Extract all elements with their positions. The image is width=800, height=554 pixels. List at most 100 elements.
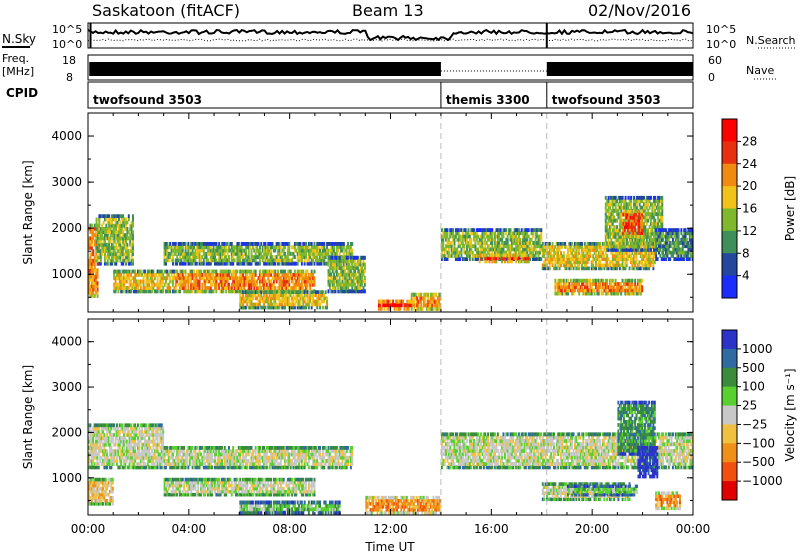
heatmap-cell	[116, 223, 119, 228]
heatmap-cell	[254, 251, 257, 256]
heatmap-cell	[417, 292, 420, 297]
heatmap-cell	[226, 279, 229, 284]
heatmap-cell	[684, 228, 687, 232]
heatmap-cell	[358, 289, 361, 294]
heatmap-cell	[475, 237, 478, 242]
heatmap-cell	[359, 282, 362, 287]
heatmap-cell	[338, 255, 341, 260]
heatmap-cell	[335, 272, 338, 277]
heatmap-cell	[348, 265, 351, 270]
heatmap-cell	[457, 231, 460, 236]
heatmap-cell	[477, 250, 480, 255]
heatmap-cell	[379, 306, 382, 311]
heatmap-cell	[275, 279, 278, 284]
heatmap-cell	[471, 254, 474, 258]
heatmap-cell	[355, 255, 358, 260]
heatmap-cell	[267, 290, 270, 294]
heatmap-cell	[679, 241, 681, 245]
heatmap-cell	[321, 258, 324, 263]
heatmap-cell	[604, 251, 607, 255]
heatmap-cell	[270, 299, 273, 304]
heatmap-cell	[96, 223, 99, 228]
heatmap-cell	[649, 254, 652, 258]
heatmap-cell	[281, 305, 284, 310]
heatmap-cell	[464, 250, 467, 255]
heatmap-cell	[670, 241, 673, 245]
heatmap-cell	[592, 263, 595, 268]
heatmap-cell	[112, 249, 115, 253]
heatmap-cell	[129, 242, 132, 247]
heatmap-cell	[583, 288, 586, 293]
heatmap-cell	[181, 272, 184, 277]
heatmap-cell	[261, 255, 264, 259]
heatmap-cell	[558, 248, 561, 252]
heatmap-cell	[523, 247, 526, 252]
heatmap-cell	[214, 255, 216, 259]
heatmap-cell	[299, 251, 302, 256]
heatmap-cell	[618, 221, 621, 226]
heatmap-cell	[286, 251, 289, 256]
heatmap-cell	[324, 296, 327, 301]
heatmap-cell	[330, 279, 333, 284]
heatmap-cell	[115, 236, 118, 241]
heatmap-cell	[261, 269, 264, 274]
heatmap-cell	[485, 228, 488, 232]
heatmap-cell	[310, 242, 313, 246]
heatmap-cell	[673, 244, 676, 249]
heatmap-cell	[498, 256, 501, 261]
heatmap-cell	[673, 241, 676, 245]
heatmap-cell	[638, 241, 641, 246]
heatmap-cell	[460, 250, 463, 255]
heatmap-cell	[687, 244, 690, 249]
heatmap-cell	[638, 288, 641, 293]
heatmap-cell	[134, 282, 137, 287]
heatmap-cell	[623, 282, 625, 286]
heatmap-cell	[256, 282, 259, 287]
heatmap-cell	[578, 245, 581, 249]
heatmap-cell	[236, 248, 239, 253]
heatmap-cell	[251, 302, 254, 307]
heatmap-cell	[328, 269, 331, 274]
heatmap-cell	[383, 299, 386, 304]
heatmap-cell	[581, 242, 583, 246]
heatmap-cell	[239, 289, 242, 294]
heatmap-cell	[468, 244, 471, 249]
heatmap-cell	[665, 254, 667, 258]
heatmap-cell	[635, 242, 638, 246]
heatmap-cell	[499, 250, 502, 255]
heatmap-cell	[139, 279, 142, 284]
heatmap-cell	[89, 226, 92, 231]
heatmap-cell	[576, 285, 579, 290]
heatmap-cell	[172, 258, 174, 263]
heatmap-cell	[576, 288, 579, 293]
heatmap-cell	[571, 282, 574, 286]
heatmap-cell	[432, 292, 435, 297]
heatmap-cell	[215, 248, 218, 253]
heatmap-cell	[101, 242, 104, 247]
heatmap-cell	[654, 225, 657, 230]
heatmap-cell	[418, 299, 421, 304]
heatmap-cell	[244, 305, 247, 310]
heatmap-cell	[540, 237, 543, 242]
heatmap-cell	[284, 305, 287, 310]
heatmap-cell	[650, 202, 652, 207]
heatmap-cell	[428, 299, 431, 304]
heatmap-cell	[560, 245, 562, 249]
heatmap-cell	[125, 272, 128, 277]
heatmap-cell	[197, 289, 200, 294]
heatmap-cell	[271, 269, 274, 274]
heatmap-cell	[335, 262, 338, 267]
heatmap-cell	[228, 276, 230, 281]
heatmap-cell	[395, 303, 397, 308]
heatmap-cell	[562, 251, 565, 255]
heatmap-cell	[534, 231, 537, 236]
heatmap-cell	[257, 255, 260, 259]
heatmap-cell	[626, 231, 628, 236]
heatmap-cell	[230, 276, 233, 281]
heatmap-cell	[510, 241, 513, 245]
heatmap-cell	[123, 223, 126, 228]
heatmap-cell	[614, 199, 617, 204]
heatmap-cell	[387, 299, 390, 304]
heatmap-cell	[624, 257, 627, 261]
heatmap-cell	[146, 282, 149, 287]
